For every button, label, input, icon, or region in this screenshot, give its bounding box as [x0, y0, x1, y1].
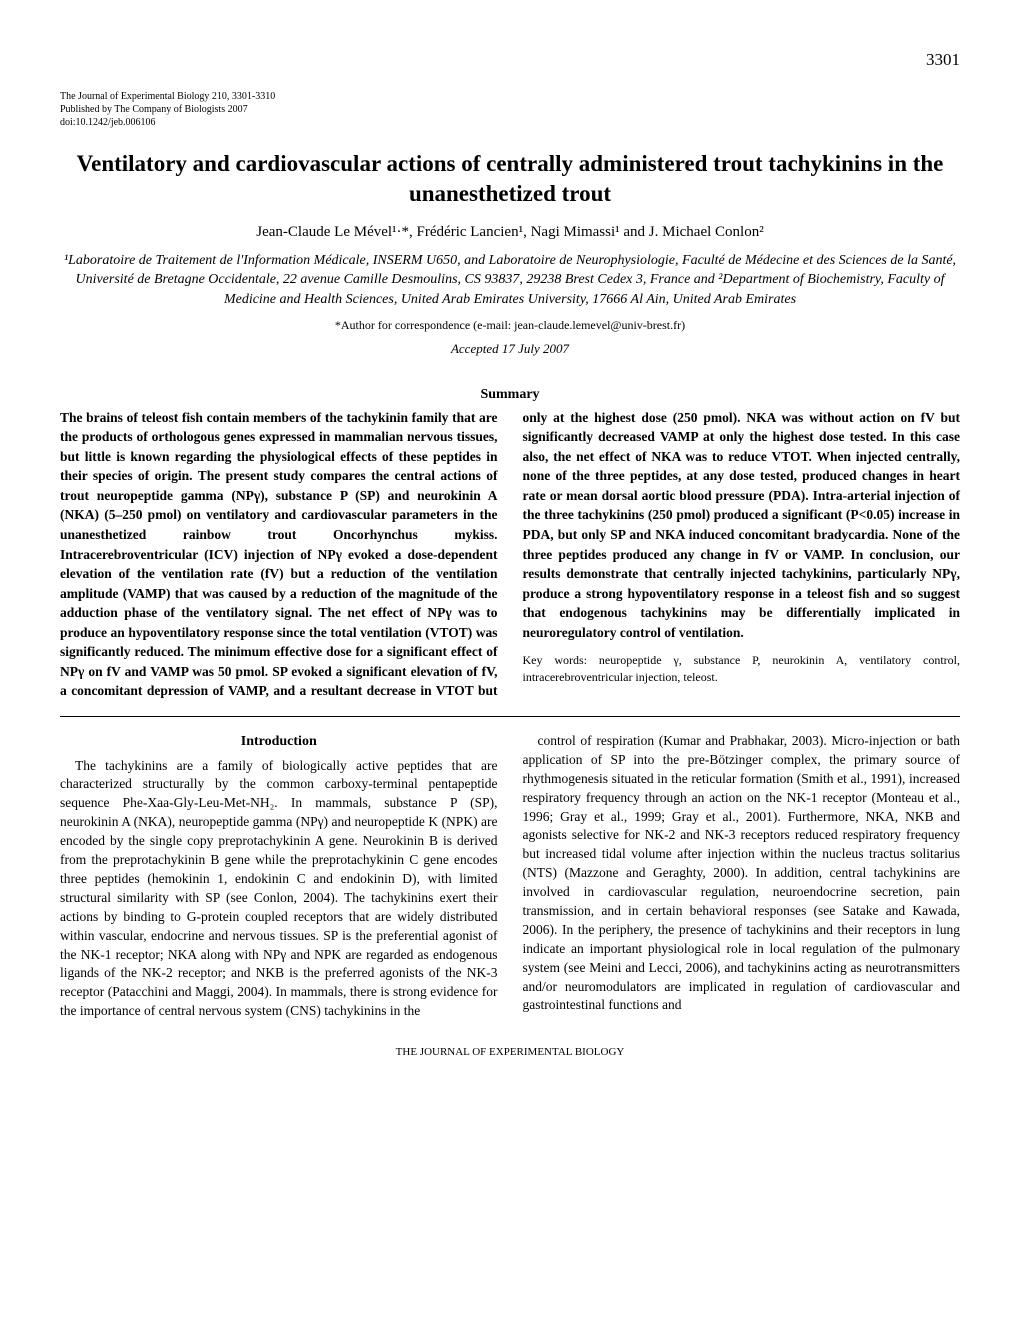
authors: Jean-Claude Le Mével¹·*, Frédéric Lancie… — [60, 224, 960, 241]
introduction-heading: Introduction — [60, 732, 498, 752]
page-container: 3301 The Journal of Experimental Biology… — [0, 0, 1020, 1088]
summary-text: The brains of teleost fish contain membe… — [60, 408, 960, 701]
article-title: Ventilatory and cardiovascular actions o… — [60, 149, 960, 209]
summary-heading: Summary — [60, 387, 960, 403]
journal-line: The Journal of Experimental Biology 210,… — [60, 90, 960, 103]
correspondence: *Author for correspondence (e-mail: jean… — [60, 318, 960, 333]
intro-paragraph: The tachykinins are a family of biologic… — [60, 757, 498, 1021]
body-columns: Introduction The tachykinins are a famil… — [60, 732, 960, 1021]
page-number: 3301 — [60, 50, 960, 70]
accepted-date: Accepted 17 July 2007 — [60, 341, 960, 357]
footer: THE JOURNAL OF EXPERIMENTAL BIOLOGY — [60, 1046, 960, 1058]
summary-container: The brains of teleost fish contain membe… — [60, 408, 960, 701]
section-divider — [60, 716, 960, 717]
affiliations: ¹Laboratoire de Traitement de l'Informat… — [60, 251, 960, 310]
keywords: Key words: neuropeptide γ, substance P, … — [523, 652, 961, 686]
journal-info: The Journal of Experimental Biology 210,… — [60, 90, 960, 129]
intro-paragraph: control of respiration (Kumar and Prabha… — [523, 732, 961, 1015]
journal-line: doi:10.1242/jeb.006106 — [60, 116, 960, 129]
journal-line: Published by The Company of Biologists 2… — [60, 103, 960, 116]
